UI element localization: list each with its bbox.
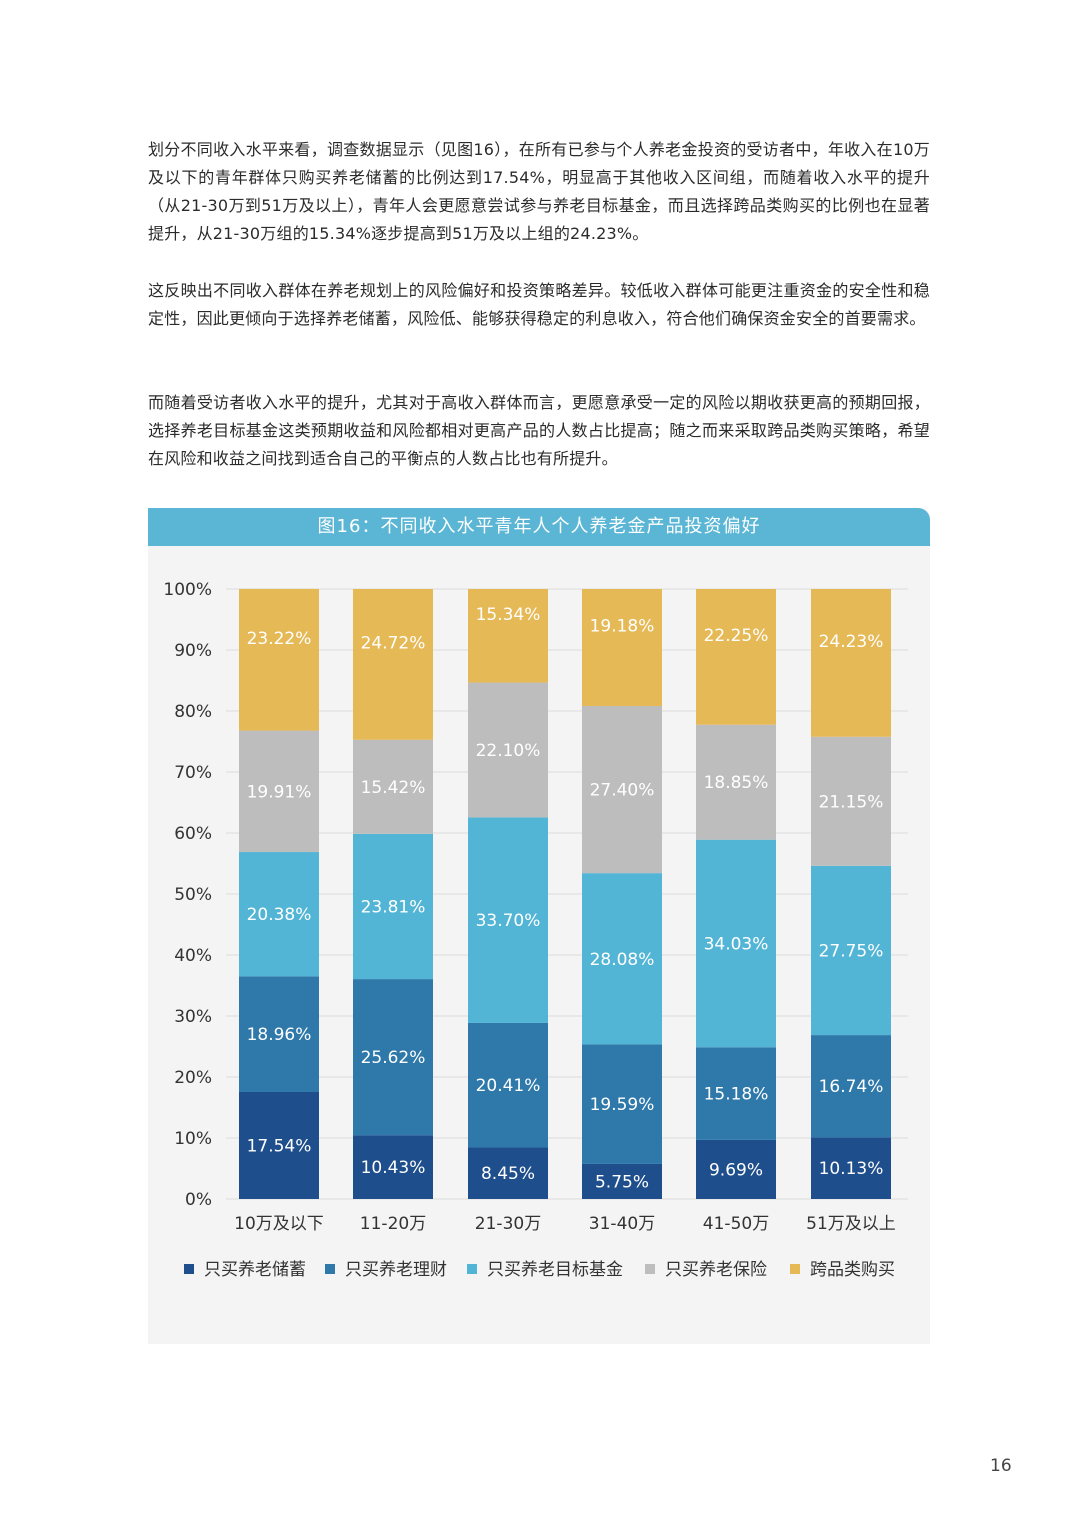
bar-segment [696,839,776,1048]
y-tick-label: 80% [174,702,212,722]
data-label: 8.45% [481,1164,535,1184]
y-tick-label: 50% [174,885,212,905]
x-tick-label: 21-30万 [475,1214,541,1234]
y-tick-label: 30% [174,1007,212,1027]
data-label: 24.23% [819,632,884,652]
bar-segment [468,589,548,683]
data-label: 23.22% [247,629,312,649]
y-tick-label: 70% [174,763,212,783]
data-label: 15.18% [704,1085,769,1105]
bar-segment [353,979,433,1136]
bar-segment [353,833,433,980]
y-tick-label: 60% [174,824,212,844]
bar-segment [239,976,319,1093]
data-label: 18.85% [704,773,769,793]
data-label: 34.03% [704,935,769,955]
data-label: 9.69% [709,1160,763,1180]
bar-segment [353,739,433,834]
paragraph-2: 这反映出不同收入群体在养老规划上的风险偏好和投资策略差异。较低收入群体可能更注重… [148,281,930,328]
x-tick-label: 51万及以上 [806,1214,896,1234]
data-label: 27.75% [819,941,884,961]
legend-swatch [467,1264,477,1274]
data-label: 24.72% [361,633,426,653]
bar-segment [353,589,433,740]
data-label: 19.59% [590,1095,655,1115]
bar-segment [582,1044,662,1164]
paragraph-3: 而随着受访者收入水平的提升，尤其对于高收入群体而言，更愿意承受一定的风险以期收获… [148,393,930,468]
page-number: 16 [990,1456,1012,1476]
bar-segment [582,589,662,706]
bar-segment [811,589,891,737]
bar-segment [696,724,776,840]
data-label: 22.25% [704,626,769,646]
data-label: 28.08% [590,950,655,970]
bar-segment [811,736,891,866]
y-tick-label: 20% [174,1068,212,1088]
data-label: 15.42% [361,778,426,798]
x-tick-label: 10万及以下 [234,1214,324,1234]
bar-segment [239,730,319,853]
data-label: 20.41% [476,1076,541,1096]
data-label: 19.91% [247,782,312,802]
legend-label: 只买养老储蓄 [204,1260,306,1280]
y-tick-label: 0% [185,1190,212,1210]
figure-16: 图16：不同收入水平青年人个人养老金产品投资偏好 0% 10% 20% 30% 40% 5… [148,508,930,1344]
bar-segment [582,1163,662,1199]
legend-swatch [645,1264,655,1274]
bar-segment [239,852,319,977]
x-tick-label: 31-40万 [589,1214,655,1234]
data-label: 20.38% [247,905,312,925]
data-label: 16.74% [819,1077,884,1097]
figure-title: 图16：不同收入水平青年人个人养老金产品投资偏好 [148,508,930,546]
bar-segment [468,817,548,1023]
data-label: 22.10% [476,741,541,761]
bar-segment [696,589,776,725]
data-label: 10.43% [361,1158,426,1178]
y-tick-label: 100% [163,580,212,600]
legend-label: 只买养老理财 [345,1260,447,1280]
bar-segment [468,1147,548,1199]
data-label: 5.75% [595,1172,649,1192]
data-label: 17.54% [247,1137,312,1157]
stacked-bar-chart: 0% 10% 20% 30% 40% 50% 60% 70% 80% 90% 100% 17.54% 1… [163,580,908,1280]
paragraph-1: 划分不同收入水平来看，调查数据显示（见图16），在所有已参与个人养老金投资的受访… [148,140,930,243]
bar-segment [582,705,662,874]
data-label: 25.62% [361,1048,426,1068]
bar-segment [811,865,891,1036]
x-tick-label: 11-20万 [360,1214,426,1234]
legend-label: 跨品类购买 [810,1260,895,1280]
bar-segment [239,1092,319,1199]
bar-segment [696,1047,776,1140]
y-tick-label: 40% [174,946,212,966]
x-tick-label: 41-50万 [703,1214,769,1234]
data-label: 23.81% [361,897,426,917]
data-label: 10.13% [819,1159,884,1179]
bar-segment [811,1137,891,1199]
legend-swatch [790,1264,800,1274]
data-label: 18.96% [247,1025,312,1045]
bar-segment [696,1139,776,1199]
bar-segment [582,873,662,1045]
data-label: 27.40% [590,781,655,801]
y-tick-label: 90% [174,641,212,661]
legend-label: 只买养老目标基金 [487,1260,623,1280]
data-label: 33.70% [476,911,541,931]
bar-segment [353,1135,433,1199]
legend-swatch [325,1264,335,1274]
legend-label: 只买养老保险 [665,1260,767,1280]
data-label: 21.15% [819,792,884,812]
bar-segment [239,588,319,731]
bar-segment [811,1035,891,1138]
bar-segment [468,1022,548,1148]
bar-segment [468,682,548,818]
data-label: 15.34% [476,605,541,625]
data-label: 19.18% [590,616,655,636]
y-tick-label: 10% [174,1129,212,1149]
legend-swatch [184,1264,194,1274]
